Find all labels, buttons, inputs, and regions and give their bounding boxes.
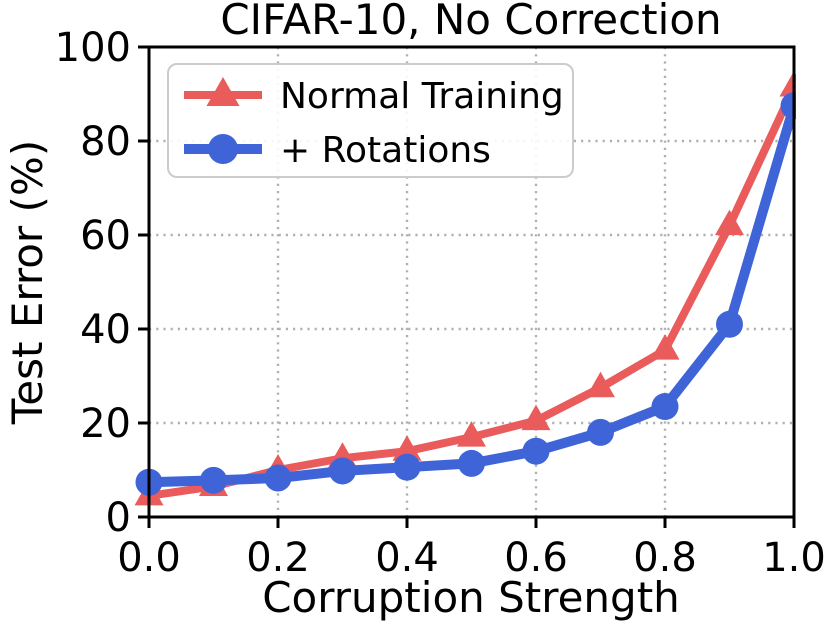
- legend: Normal Training + Rotations: [167, 63, 574, 178]
- data-point-circle: [651, 393, 679, 421]
- legend-triangle-marker: [206, 77, 240, 106]
- data-point-circle: [716, 310, 743, 338]
- y-tick-label: 40: [80, 307, 131, 353]
- x-tick-label: 0.2: [246, 535, 310, 581]
- data-point-triangle: [586, 371, 615, 398]
- legend-label: + Rotations: [280, 130, 491, 171]
- data-point-triangle: [392, 435, 422, 461]
- data-point-triangle: [650, 334, 680, 360]
- x-tick-label: 1.0: [762, 535, 826, 581]
- y-tick-label: 80: [80, 119, 131, 165]
- y-tick-label: 100: [55, 25, 131, 71]
- data-point-triangle: [779, 70, 796, 97]
- data-point-triangle: [457, 421, 486, 447]
- x-axis-label: Corruption Strength: [262, 573, 680, 622]
- data-point-circle: [587, 418, 614, 446]
- data-point-triangle: [521, 404, 551, 431]
- y-tick-label: 0: [106, 495, 131, 541]
- legend-item: + Rotations: [184, 130, 491, 171]
- tick-marks: [138, 45, 796, 528]
- plot-border: [147, 45, 796, 519]
- data-point-circle: [458, 449, 485, 477]
- data-point-circle: [780, 92, 796, 120]
- chart-title: CIFAR-10, No Correction: [220, 0, 721, 44]
- data-series: [134, 70, 796, 506]
- legend-item: Normal Training: [184, 76, 564, 117]
- x-tick-label: 0.0: [117, 535, 181, 581]
- data-point-triangle: [715, 209, 744, 236]
- data-point-circle: [264, 464, 292, 492]
- x-tick-label: 0.4: [375, 535, 439, 581]
- y-tick-label: 60: [80, 213, 131, 259]
- data-point-circle: [329, 457, 356, 485]
- legend-circle-marker: [208, 134, 238, 164]
- x-tick-label: 0.8: [633, 535, 697, 581]
- data-point-circle: [200, 466, 227, 494]
- y-tick-label: 20: [80, 401, 131, 447]
- y-axis-label: Test Error (%): [3, 140, 52, 425]
- tick-labels: 0.0 0.2 0.4 0.6 0.8 1.0 0 20 40 60 80 100: [55, 25, 826, 581]
- legend-box: [167, 63, 574, 178]
- axis-spines: [147, 45, 796, 519]
- data-point-circle: [522, 437, 550, 465]
- data-point-circle: [393, 453, 421, 481]
- legend-label: Normal Training: [280, 76, 564, 117]
- x-tick-label: 0.6: [504, 535, 568, 581]
